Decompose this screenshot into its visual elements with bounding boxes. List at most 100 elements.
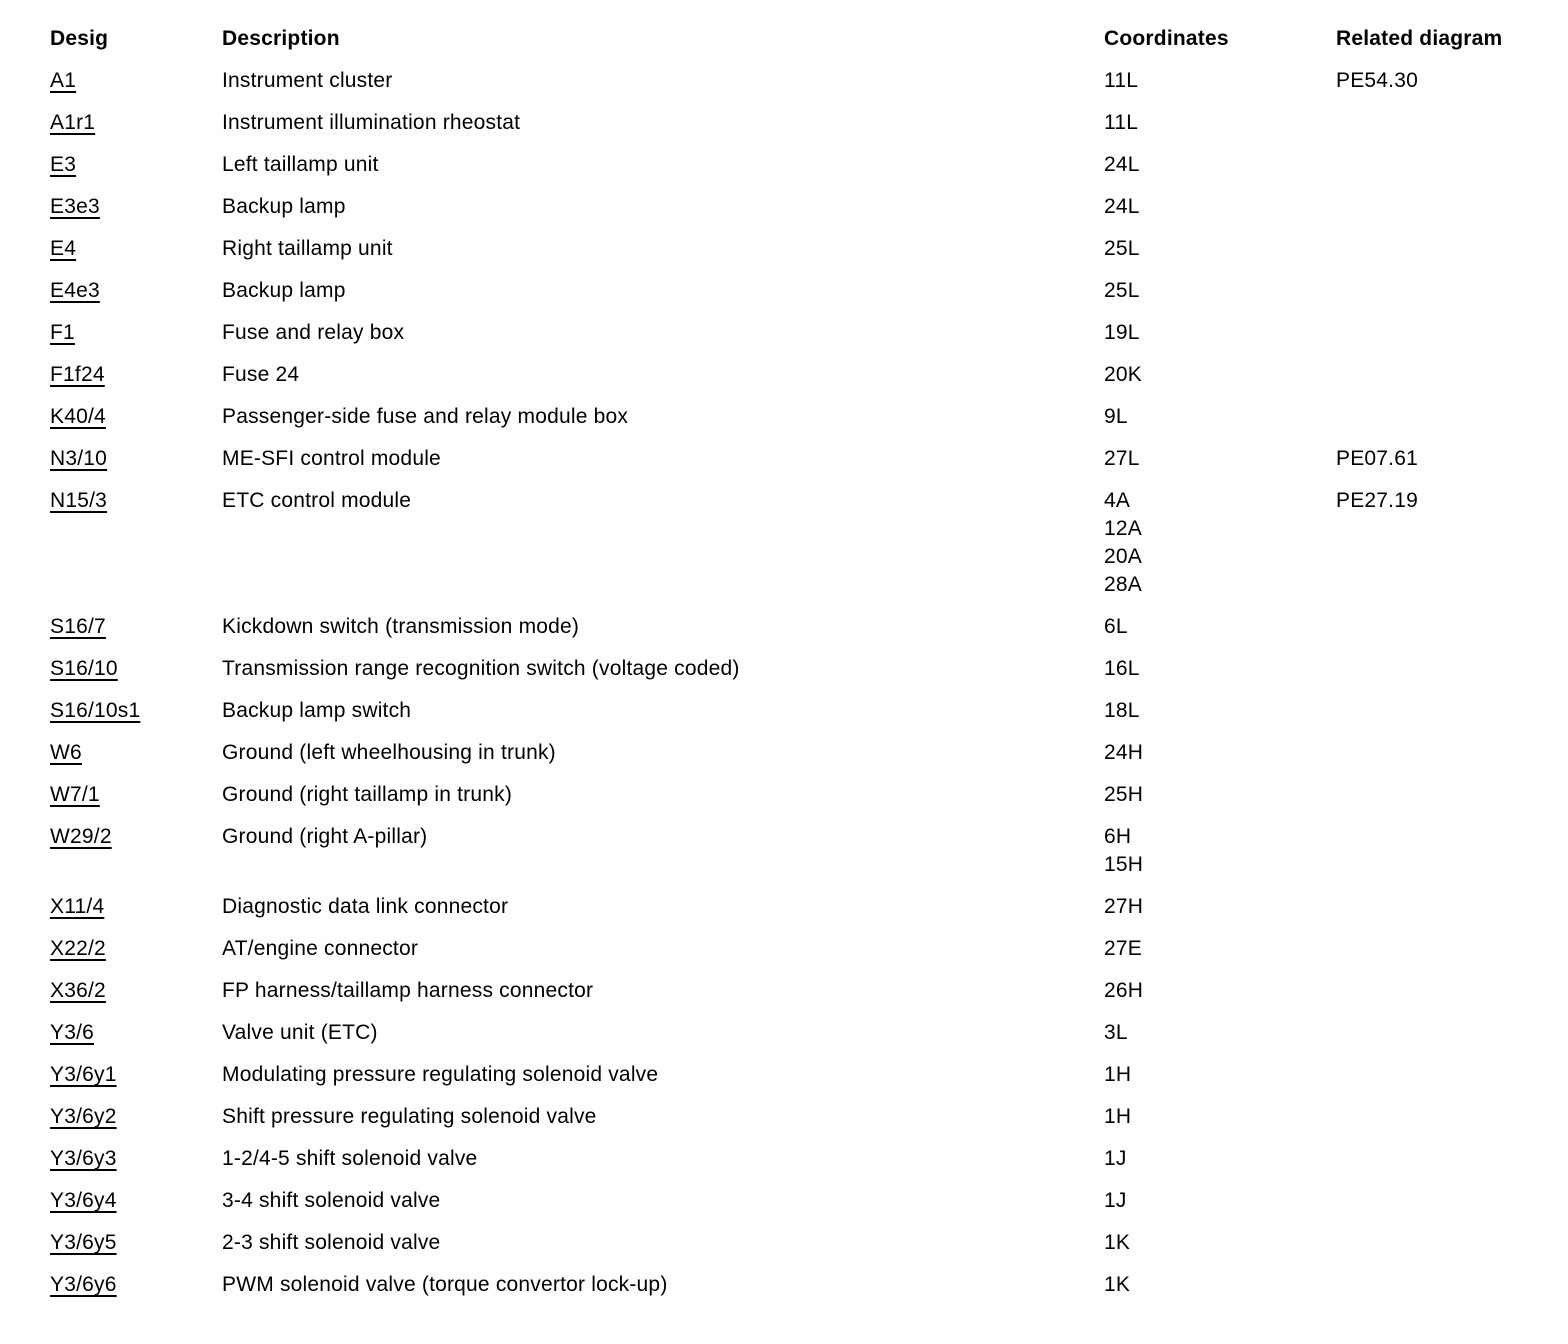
description-text: Backup lamp <box>222 195 346 218</box>
coordinate-value: 25H <box>1104 783 1144 806</box>
desig-link[interactable]: K40/4 <box>50 405 106 428</box>
description-text: Modulating pressure regulating solenoid … <box>222 1063 659 1086</box>
table-row: X11/4 Diagnostic data link connector 27H <box>50 893 1558 921</box>
table-row: K40/4 Passenger-side fuse and relay modul… <box>50 403 1558 431</box>
coordinate-value: 11L <box>1104 69 1139 92</box>
desig-link[interactable]: X36/2 <box>50 979 106 1002</box>
description-text: Ground (right A-pillar) <box>222 825 428 848</box>
desig-link[interactable]: S16/10 <box>50 657 118 680</box>
desig-link[interactable]: A1r1 <box>50 111 96 134</box>
desig-cell: W7/1 <box>50 781 222 809</box>
desig-cell: F1f24 <box>50 361 222 389</box>
coordinate-value: 4A <box>1104 489 1131 512</box>
desig-link[interactable]: Y3/6 <box>50 1021 94 1044</box>
desig-link[interactable]: A1 <box>50 69 77 92</box>
coordinate-value: 27L <box>1104 447 1140 470</box>
coordinate-value: 1J <box>1104 1147 1127 1170</box>
related-diagram-value: PE54.30 <box>1336 69 1418 92</box>
coordinate-value: 16L <box>1104 657 1140 680</box>
column-header-description: Description <box>222 27 340 50</box>
coordinate-value: 15H <box>1104 853 1144 876</box>
desig-link[interactable]: X22/2 <box>50 937 106 960</box>
coordinate-value: 1H <box>1104 1105 1132 1128</box>
table-row: Y3/6y4 3-4 shift solenoid valve 1J <box>50 1187 1558 1215</box>
desig-link[interactable]: N3/10 <box>50 447 108 470</box>
desig-cell: A1 <box>50 67 222 95</box>
related-diagram-value: PE07.61 <box>1336 447 1418 470</box>
desig-link[interactable]: Y3/6y4 <box>50 1189 117 1212</box>
description-text: Right taillamp unit <box>222 237 393 260</box>
desig-cell: W29/2 <box>50 823 222 851</box>
coordinates-cell: 25L <box>1104 235 1336 263</box>
description-text: Instrument illumination rheostat <box>222 111 521 134</box>
desig-cell: E4 <box>50 235 222 263</box>
desig-cell: Y3/6y6 <box>50 1271 222 1299</box>
coordinates-cell: 27E <box>1104 935 1336 963</box>
table-row: Y3/6y3 1-2/4-5 shift solenoid valve 1J <box>50 1145 1558 1173</box>
desig-cell: N3/10 <box>50 445 222 473</box>
desig-link[interactable]: Y3/6y3 <box>50 1147 117 1170</box>
description-text: Transmission range recognition switch (v… <box>222 657 740 680</box>
desig-link[interactable]: Y3/6y5 <box>50 1231 117 1254</box>
table-row: Y3/6y1 Modulating pressure regulating sol… <box>50 1061 1558 1089</box>
desig-link[interactable]: E4 <box>50 237 77 260</box>
table-row: X22/2 AT/engine connector 27E <box>50 935 1558 963</box>
coordinates-cell: 6L <box>1104 613 1336 641</box>
coordinates-cell: 1H <box>1104 1103 1336 1131</box>
desig-cell: N15/3 <box>50 487 222 515</box>
table-row: F1 Fuse and relay box 19L <box>50 319 1558 347</box>
coordinates-cell: 4A 12A 20A 28A <box>1104 487 1336 599</box>
desig-link[interactable]: F1 <box>50 321 75 344</box>
desig-link[interactable]: Y3/6y6 <box>50 1273 117 1296</box>
coordinate-value: 6H <box>1104 825 1132 848</box>
coordinate-value: 1H <box>1104 1063 1132 1086</box>
description-text: Kickdown switch (transmission mode) <box>222 615 580 638</box>
description-text: Shift pressure regulating solenoid valve <box>222 1105 597 1128</box>
desig-cell: E3 <box>50 151 222 179</box>
description-text: Ground (left wheelhousing in trunk) <box>222 741 556 764</box>
desig-cell: Y3/6y2 <box>50 1103 222 1131</box>
desig-cell: Y3/6y5 <box>50 1229 222 1257</box>
table-row: W29/2 Ground (right A-pillar) 6H 15H <box>50 823 1558 879</box>
description-text: Backup lamp <box>222 279 346 302</box>
coordinate-value: 25L <box>1104 279 1140 302</box>
desig-link[interactable]: Y3/6y1 <box>50 1063 117 1086</box>
desig-link[interactable]: S16/7 <box>50 615 106 638</box>
desig-link[interactable]: N15/3 <box>50 489 108 512</box>
desig-link[interactable]: X11/4 <box>50 895 105 918</box>
desig-link[interactable]: Y3/6y2 <box>50 1105 117 1128</box>
coordinate-value: 12A <box>1104 517 1142 540</box>
description-text: Passenger-side fuse and relay module box <box>222 405 629 428</box>
desig-link[interactable]: E3 <box>50 153 77 176</box>
table-row: X36/2 FP harness/taillamp harness connect… <box>50 977 1558 1005</box>
desig-cell: F1 <box>50 319 222 347</box>
desig-cell: X22/2 <box>50 935 222 963</box>
desig-link[interactable]: F1f24 <box>50 363 105 386</box>
coordinates-cell: 1K <box>1104 1229 1336 1257</box>
coordinates-cell: 16L <box>1104 655 1336 683</box>
coordinate-value: 11L <box>1104 111 1139 134</box>
desig-link[interactable]: E4e3 <box>50 279 100 302</box>
desig-link[interactable]: S16/10s1 <box>50 699 141 722</box>
desig-cell: E3e3 <box>50 193 222 221</box>
description-text: Ground (right taillamp in trunk) <box>222 783 513 806</box>
desig-link[interactable]: W6 <box>50 741 82 764</box>
desig-link[interactable]: W29/2 <box>50 825 112 848</box>
description-text: Fuse and relay box <box>222 321 405 344</box>
coordinates-cell: 1H <box>1104 1061 1336 1089</box>
desig-cell: Y3/6y1 <box>50 1061 222 1089</box>
table-row: Y3/6y2 Shift pressure regulating solenoid… <box>50 1103 1558 1131</box>
desig-link[interactable]: W7/1 <box>50 783 100 806</box>
desig-cell: S16/10s1 <box>50 697 222 725</box>
coordinates-cell: 1K <box>1104 1271 1336 1299</box>
description-text: PWM solenoid valve (torque convertor loc… <box>222 1273 668 1296</box>
desig-link[interactable]: E3e3 <box>50 195 100 218</box>
coordinate-value: 24H <box>1104 741 1144 764</box>
table-header-row: Desig Description Coordinates Related di… <box>50 25 1558 53</box>
coordinates-cell: 6H 15H <box>1104 823 1336 879</box>
desig-cell: S16/7 <box>50 613 222 641</box>
description-text: 1-2/4-5 shift solenoid valve <box>222 1147 478 1170</box>
description-text: FP harness/taillamp harness connector <box>222 979 594 1002</box>
description-text: ME-SFI control module <box>222 447 441 470</box>
table-row: S16/10 Transmission range recognition swi… <box>50 655 1558 683</box>
